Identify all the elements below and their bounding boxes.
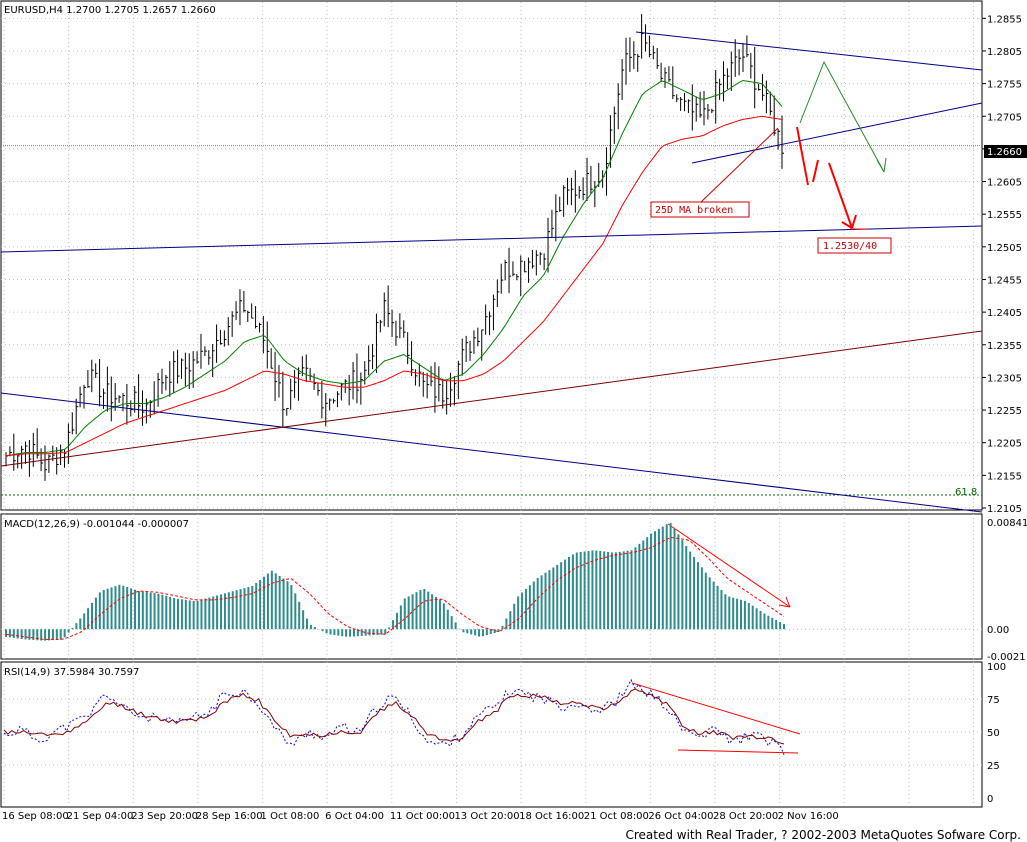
time-tick-label: 16 Sep 08:00 [2,811,69,822]
main-panel-frame [0,0,983,511]
price-tick-label: 1.2505 [987,243,1022,254]
red-projection-leg [812,159,819,183]
green-arrow-head [876,159,885,173]
green-arrow-head [883,157,887,173]
long-uptrend-line [0,330,983,467]
price-tick-label: 1.2555 [987,210,1022,221]
current-price-box [984,145,1027,158]
fib-level-label: 61.8 [955,487,977,498]
chart-grid [1,2,982,806]
green-projection-path [799,60,885,173]
macd-divergence-arrow [667,523,791,608]
ma-broken-pointer [699,127,779,204]
rsi-line [3,678,785,755]
time-tick-label: 21 Sep 04:00 [67,811,134,822]
rsi-tick-label: 25 [987,761,1000,772]
target-annotation: 1.2530/40 [823,241,877,252]
horizontal-support-trendline [0,225,983,253]
rsi-tick-label: 0 [987,794,993,805]
ma-broken-box [650,201,750,218]
time-tick-label: 28 Oct 20:00 [713,811,778,822]
time-tick-label: 23 Sep 20:00 [131,811,198,822]
macd-signal-line [5,536,785,640]
red-arrow-head [841,221,853,229]
symbol-header: EURUSD,H4 1.2700 1.2705 1.2657 1.2660 [4,5,216,16]
red-arrow-head [851,214,857,229]
ohlc-bars [5,14,784,481]
macd-layer [5,522,785,641]
price-tick-label: 1.2455 [987,275,1022,286]
price-tick-label: 1.2105 [987,504,1022,515]
price-tick-label: 1.2155 [987,471,1022,482]
macd-arrow-head [785,596,791,608]
rsi-support-trendline [677,749,799,754]
time-tick-label: 13 Oct 20:00 [454,811,519,822]
main-series-layer [5,14,784,481]
current-price-label: 1.2660 [987,147,1022,158]
axis-layer: 1.28551.28051.27551.27051.26551.26051.25… [2,14,1027,822]
macd-tick-label: -0.0021 [987,652,1026,663]
time-tick-label: 6 Oct 04:00 [325,811,384,822]
price-tick-label: 1.2605 [987,178,1022,189]
ma-broken-annotation: 25D MA broken [655,205,733,216]
rsi-layer [3,678,785,755]
macd-tick-label: 0.00841 [987,518,1027,529]
upper-triangle-trendline [635,31,983,71]
macd-histogram [5,522,785,641]
annotations-layer [0,31,983,754]
price-tick-label: 1.2405 [987,308,1022,319]
rsi-panel-frame [0,661,983,808]
time-tick-label: 18 Oct 16:00 [519,811,584,822]
moving-average-line [5,79,783,457]
price-tick-label: 1.2305 [987,373,1022,384]
long-downtrend-line [0,392,983,513]
time-tick-label: 11 Oct 00:00 [390,811,455,822]
red-projection-leg [796,126,809,186]
price-tick-label: 1.2705 [987,112,1022,123]
rsi-header: RSI(14,9) 37.5984 30.7597 [4,667,139,678]
price-tick-label: 1.2755 [987,80,1022,91]
price-tick-label: 1.2355 [987,341,1022,352]
rsi-tick-label: 100 [987,662,1006,673]
rsi-resistance-trendline [631,682,801,735]
time-tick-label: 2 Nov 16:00 [778,811,839,822]
footer-credit: Created with Real Trader, ? 2002-2003 Me… [625,828,1021,842]
macd-tick-label: 0.00 [987,625,1009,636]
time-tick-label: 28 Sep 16:00 [196,811,263,822]
rsi-signal-line [3,688,785,745]
price-tick-label: 1.2805 [987,47,1022,58]
red-projection-leg [828,162,853,229]
macd-panel-frame [0,513,983,660]
moving-average-line [5,115,783,457]
rsi-tick-label: 50 [987,728,1000,739]
lower-triangle-trendline [691,102,983,164]
price-tick-label: 1.2255 [987,406,1022,417]
time-tick-label: 1 Oct 08:00 [261,811,320,822]
time-tick-label: 21 Oct 08:00 [584,811,649,822]
macd-arrow-head [778,604,791,608]
target-box [817,237,892,254]
macd-header: MACD(12,26,9) -0.001044 -0.000007 [4,519,189,530]
time-tick-label: 26 Oct 04:00 [648,811,713,822]
price-tick-label: 1.2205 [987,439,1022,450]
price-tick-label: 1.2855 [987,14,1022,25]
rsi-tick-label: 75 [987,695,1000,706]
